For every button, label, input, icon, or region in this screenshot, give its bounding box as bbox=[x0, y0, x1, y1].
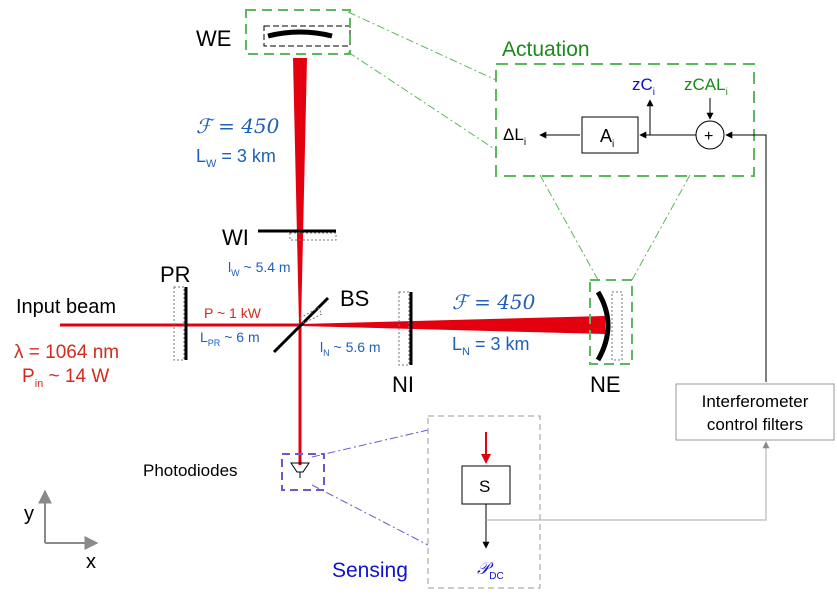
pdc-label: 𝒫DC bbox=[477, 559, 504, 582]
actuator-block bbox=[581, 116, 639, 154]
mirror-pr bbox=[173, 286, 188, 361]
photodiode-icon bbox=[290, 462, 310, 478]
actuator-label: Ai bbox=[600, 126, 614, 150]
laser-beams bbox=[60, 58, 605, 465]
wi-label: WI bbox=[222, 225, 249, 250]
sensor-label: S bbox=[479, 477, 490, 496]
recycling-length: LPR ~ 6 m bbox=[200, 329, 260, 348]
input-power: Pin ~ 14 W bbox=[22, 366, 109, 390]
we-label: WE bbox=[196, 26, 231, 51]
input-wavelength: λ = 1064 nm bbox=[14, 342, 119, 363]
sum-symbol: + bbox=[704, 128, 713, 145]
sensing-links bbox=[311, 429, 429, 546]
mirror-we bbox=[263, 25, 351, 47]
mirror-wi bbox=[258, 229, 337, 241]
sensor-block bbox=[461, 465, 511, 505]
axis-y-label: y bbox=[24, 503, 34, 525]
ni-label: NI bbox=[392, 372, 414, 397]
control-filters-line2: control filters bbox=[707, 415, 803, 434]
mirror-ne bbox=[595, 290, 623, 362]
axes-indicator bbox=[38, 489, 99, 550]
zcal-label: zCALi bbox=[684, 75, 728, 98]
sensing-box bbox=[427, 415, 541, 589]
sensing-title: Sensing bbox=[332, 559, 408, 582]
west-finesse: ℱ = 450 bbox=[196, 114, 280, 138]
north-finesse: ℱ = 450 bbox=[452, 290, 536, 314]
actuation-links bbox=[347, 11, 691, 281]
mirror-bs bbox=[272, 296, 330, 354]
input-beam-label: Input beam bbox=[16, 296, 116, 318]
mirror-ni bbox=[398, 291, 413, 366]
photodiodes-label: Photodiodes bbox=[143, 461, 238, 480]
actuation-box bbox=[495, 63, 755, 177]
control-filters-box bbox=[675, 383, 835, 441]
control-filters-line1: Interferometer bbox=[702, 392, 809, 411]
delta-l-label: ΔLi bbox=[503, 125, 526, 148]
axis-x-label: x bbox=[86, 551, 96, 573]
actuation-title: Actuation bbox=[502, 38, 590, 61]
ne-zoom-box bbox=[589, 279, 633, 365]
recycled-power: P ~ 1 kW bbox=[204, 305, 262, 321]
pr-label: PR bbox=[160, 262, 191, 287]
ne-label: NE bbox=[590, 372, 621, 397]
west-short-length: lW ~ 5.4 m bbox=[228, 259, 291, 278]
north-arm-beam bbox=[300, 316, 605, 334]
north-short-length: lN ~ 5.6 m bbox=[320, 339, 381, 358]
photodiode-zoom-box bbox=[281, 453, 325, 491]
zc-label: zCi bbox=[632, 75, 655, 98]
north-arm-length: LN = 3 km bbox=[452, 334, 530, 358]
we-zoom-box bbox=[245, 9, 351, 55]
bs-label: BS bbox=[340, 286, 369, 311]
west-arm-length: LW = 3 km bbox=[196, 146, 276, 170]
west-arm-beam bbox=[293, 58, 307, 325]
